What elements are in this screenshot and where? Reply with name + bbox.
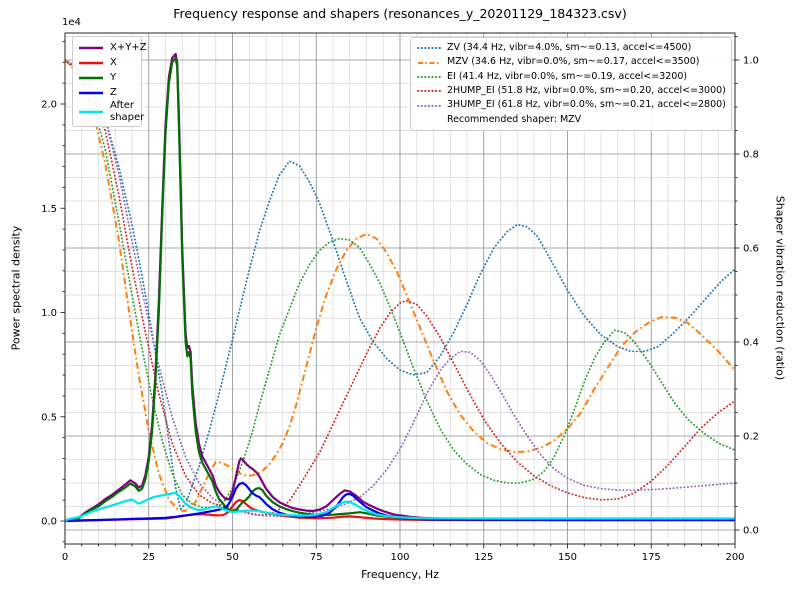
legend-item-after-shaper: After shaper	[78, 100, 144, 123]
legend-swatch-line	[79, 46, 103, 49]
series-mzv	[65, 59, 735, 513]
legend-item-label: X	[110, 56, 117, 68]
legend-psd: X+Y+Z X Y Z After shaper	[72, 36, 147, 127]
series-z	[65, 481, 735, 523]
y-left-tick-label: 2.0	[41, 100, 57, 111]
legend-item-mzv: MZV (34.6 Hz, vibr=0.0%, sm~=0.17, accel…	[417, 55, 725, 69]
y-right-tick-label: 0.8	[743, 150, 759, 161]
y-right-tick-label: 1.0	[743, 56, 759, 67]
x-tick-label: 25	[142, 552, 155, 563]
y-left-tick-label: 1.0	[41, 308, 57, 319]
x-tick-label: 200	[725, 552, 744, 563]
tick-marks	[60, 36, 740, 549]
y-right-tick-label: 0.0	[743, 526, 759, 537]
legend-item-label: MZV (34.6 Hz, vibr=0.0%, sm~=0.17, accel…	[447, 56, 700, 68]
legend-item-x-y-z: X+Y+Z	[78, 40, 147, 55]
legend-swatch-line	[417, 90, 441, 93]
y-right-tick-label: 0.6	[743, 244, 759, 255]
x-tick-label: 0	[62, 552, 68, 563]
y-right-tick-label: 0.4	[743, 338, 759, 349]
series-3hump-ei	[65, 59, 735, 518]
legend-item-label: Z	[110, 86, 117, 98]
y-axis-offset-text: 1e4	[62, 17, 81, 28]
series-y	[65, 57, 735, 523]
series-zv	[65, 59, 735, 510]
legend-item-y: Y	[78, 70, 136, 85]
recommended-shaper-text: Recommended shaper: MZV	[447, 113, 582, 125]
y-left-tick-label: 0.0	[41, 517, 57, 528]
legend-swatch-line	[79, 91, 103, 94]
legend-shapers: ZV (34.4 Hz, vibr=4.0%, sm~=0.13, accel<…	[410, 37, 732, 132]
legend-swatch-line	[417, 104, 441, 107]
legend-swatch-line	[418, 61, 440, 64]
series-ei	[65, 59, 735, 509]
legend-swatch-line	[79, 110, 103, 113]
x-tick-label: 150	[558, 552, 577, 563]
legend-item-3hump-ei: 3HUMP_EI (61.8 Hz, vibr=0.0%, sm~=0.21, …	[417, 99, 726, 113]
legend-item-label: X+Y+Z	[110, 41, 147, 53]
chart-title: Frequency response and shapers (resonanc…	[173, 6, 627, 21]
legend-item-2hump-ei: 2HUMP_EI (51.8 Hz, vibr=0.0%, sm~=0.20, …	[417, 84, 726, 98]
series-after-shaper	[65, 491, 735, 522]
legend-item-zv: ZV (34.4 Hz, vibr=4.0%, sm~=0.13, accel<…	[417, 41, 725, 55]
x-tick-label: 50	[226, 552, 239, 563]
x-tick-label: 175	[642, 552, 661, 563]
y-left-tick-label: 0.5	[41, 412, 57, 423]
x-tick-label: 75	[310, 552, 323, 563]
legend-item-label: EI (41.4 Hz, vibr=0.0%, sm~=0.19, accel<…	[447, 70, 688, 82]
y-axis-left-label: Power spectral density	[9, 225, 23, 351]
legend-item-ei: EI (41.4 Hz, vibr=0.0%, sm~=0.19, accel<…	[417, 70, 725, 84]
series-group	[65, 52, 735, 523]
legend-recommended-shaper: Recommended shaper: MZV	[417, 113, 725, 127]
legend-item-z: Z	[78, 85, 136, 100]
tick-labels: 0 25 50 75 100 125 150 175 200 0.0 0.5 1.0 1.5 2.0 0.0…	[41, 56, 759, 564]
legend-item-label: Y	[110, 71, 117, 83]
legend-item-label: ZV (34.4 Hz, vibr=4.0%, sm~=0.13, accel<…	[447, 41, 692, 53]
series-2hump-ei	[65, 59, 735, 516]
x-tick-label: 100	[390, 552, 409, 563]
legend-item-label: 2HUMP_EI (51.8 Hz, vibr=0.0%, sm~=0.20, …	[447, 84, 726, 96]
y-axis-right-label: Shaper vibration reduction (ratio)	[773, 195, 787, 381]
x-tick-label: 125	[474, 552, 493, 563]
y-left-tick-label: 1.5	[41, 204, 57, 215]
legend-item-label: After shaper	[110, 100, 145, 123]
y-right-tick-label: 0.2	[743, 432, 759, 443]
legend-swatch-line	[417, 47, 441, 50]
legend-item-x: X	[78, 55, 136, 70]
x-axis-label: Frequency, Hz	[361, 568, 439, 581]
legend-swatch-line	[417, 75, 441, 78]
legend-swatch-line	[79, 61, 103, 64]
legend-item-label: 3HUMP_EI (61.8 Hz, vibr=0.0%, sm~=0.21, …	[447, 99, 726, 111]
legend-swatch-line	[79, 76, 103, 79]
